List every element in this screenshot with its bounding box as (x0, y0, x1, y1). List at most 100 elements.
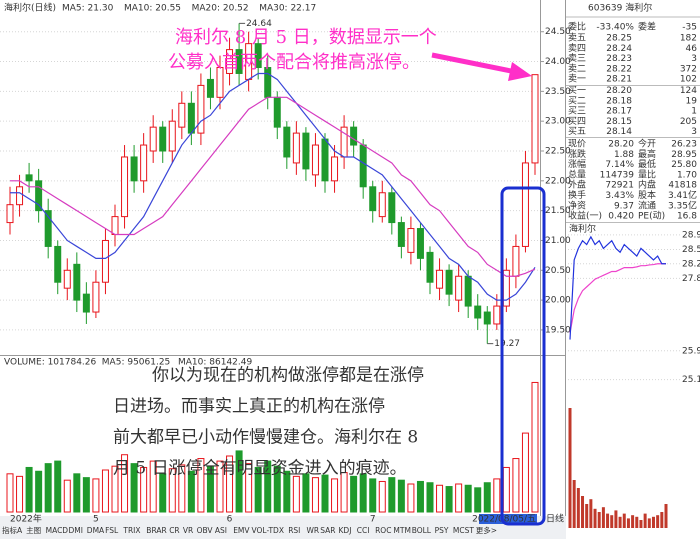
volume-bar (245, 463, 253, 513)
tab[interactable]: DMA (87, 526, 105, 535)
tab[interactable]: CR (169, 526, 179, 535)
volume-bar (111, 465, 119, 513)
tab[interactable]: ROC (375, 526, 391, 535)
tab[interactable]: OBV (197, 526, 214, 535)
volume-bar (197, 458, 205, 513)
tab[interactable]: MCST (453, 526, 474, 535)
stat-field: 量比 (638, 168, 656, 180)
volume-legend: VOLUME: 101784.26 (4, 358, 97, 368)
ratio-field: -33.40% (596, 23, 634, 33)
intraday-volume-bar (664, 504, 668, 528)
y-tick-label: 25.19 (682, 375, 700, 385)
volume-bar (369, 478, 377, 513)
tab[interactable]: SAR (320, 526, 335, 535)
volume-bar (493, 478, 501, 513)
candle-body (178, 102, 186, 128)
tab[interactable]: VR (183, 526, 193, 535)
volume-bar (101, 469, 109, 513)
volume-bar (283, 470, 291, 513)
book-label: 卖五 (568, 33, 586, 44)
tab[interactable]: 主图 (26, 525, 41, 535)
tab[interactable]: EMV (233, 526, 250, 535)
tab[interactable]: RSI (288, 526, 300, 535)
volume-bar (474, 487, 482, 513)
tab[interactable]: FSL (105, 526, 119, 535)
headline: 公募入首两个配合将推高涨停。 (168, 52, 420, 73)
stat-field: PE(动) (638, 211, 665, 222)
tab[interactable]: TRIX (122, 526, 140, 535)
y-tick-label: 27.82 (682, 274, 700, 284)
book-label: 卖二 (568, 63, 586, 74)
ma-legend: MA5: 21.30 (62, 4, 114, 14)
stat-field: 3.43% (605, 191, 634, 201)
x-tick-label: 2022/08/05/五 (472, 515, 536, 525)
book-price: 28.21 (606, 75, 632, 85)
ma-legend: MA20: 20.52 (192, 4, 249, 14)
volume-bar (168, 468, 176, 513)
candle-body (397, 222, 405, 247)
book-label: 买一 (568, 85, 586, 96)
volume-bar (359, 473, 367, 513)
candle-body (121, 156, 129, 218)
stat-field: 今开 (638, 138, 656, 150)
tab[interactable]: ASI (215, 526, 227, 535)
ratio-field: 委差 (638, 21, 656, 33)
volume-bar (264, 460, 272, 513)
volume-bar (92, 478, 100, 513)
candle-body (407, 228, 415, 253)
tab[interactable]: 更多> (476, 525, 497, 535)
volume-bar (130, 463, 138, 513)
tab[interactable]: MACD (46, 526, 69, 535)
candle-body (445, 269, 453, 295)
candle-body (512, 245, 520, 277)
intraday-volume-bar (651, 516, 655, 528)
average-line (569, 263, 666, 334)
book-label: 卖一 (568, 74, 586, 85)
book-label: 买五 (568, 126, 586, 137)
volume-bar (464, 484, 472, 513)
volume-bar (512, 458, 520, 513)
candle-body (54, 245, 62, 283)
tab[interactable]: BOLL (412, 526, 432, 535)
tab[interactable]: KDJ (339, 526, 352, 535)
tab[interactable]: 指标A (2, 525, 23, 535)
volume-bar (178, 464, 186, 513)
tab[interactable]: DMI (69, 526, 83, 535)
intraday-volume-bar (597, 512, 601, 528)
book-volume: 46 (686, 44, 698, 54)
volume-bar (149, 460, 157, 513)
book-price: 28.14 (606, 127, 632, 137)
volume-bar (331, 478, 339, 513)
y-tick-label: 23.00 (545, 117, 571, 127)
volume-bar (121, 454, 129, 513)
volume-bar (140, 466, 148, 513)
y-tick-label: 22.00 (545, 176, 571, 186)
volume-bar (16, 475, 24, 513)
candle-body (331, 156, 339, 182)
volume-legend: MA5: 95061.25 (102, 358, 170, 368)
tab[interactable]: MTM (393, 526, 411, 535)
volume-bar (531, 381, 539, 513)
candle-body (216, 67, 224, 98)
book-volume: 205 (680, 117, 697, 127)
main-chart: 24.50 24.00 23.50 23.00 22.50 22.00 21.50 21.00… (0, 19, 571, 525)
stat-field: 总量 (568, 168, 586, 180)
intraday-volume-bar (581, 496, 585, 528)
intraday-volume-bar (639, 520, 643, 528)
volume-bar (311, 477, 319, 513)
intraday-volume-bar (622, 513, 626, 528)
tab[interactable]: WR (307, 526, 320, 535)
stat-field: 28.95 (671, 150, 697, 160)
y-tick-label: 21.50 (545, 206, 571, 216)
candle-body (159, 126, 167, 152)
candle-body (388, 192, 396, 224)
tab[interactable]: CCI (357, 526, 370, 535)
book-price: 28.18 (606, 96, 632, 106)
volume-bar (216, 460, 224, 513)
volume-bar (407, 483, 415, 513)
tab[interactable]: BRAR (146, 526, 166, 535)
tab[interactable]: PSY (435, 526, 449, 535)
tab[interactable]: VOL-TDX (252, 526, 284, 535)
candle-body (35, 180, 43, 212)
